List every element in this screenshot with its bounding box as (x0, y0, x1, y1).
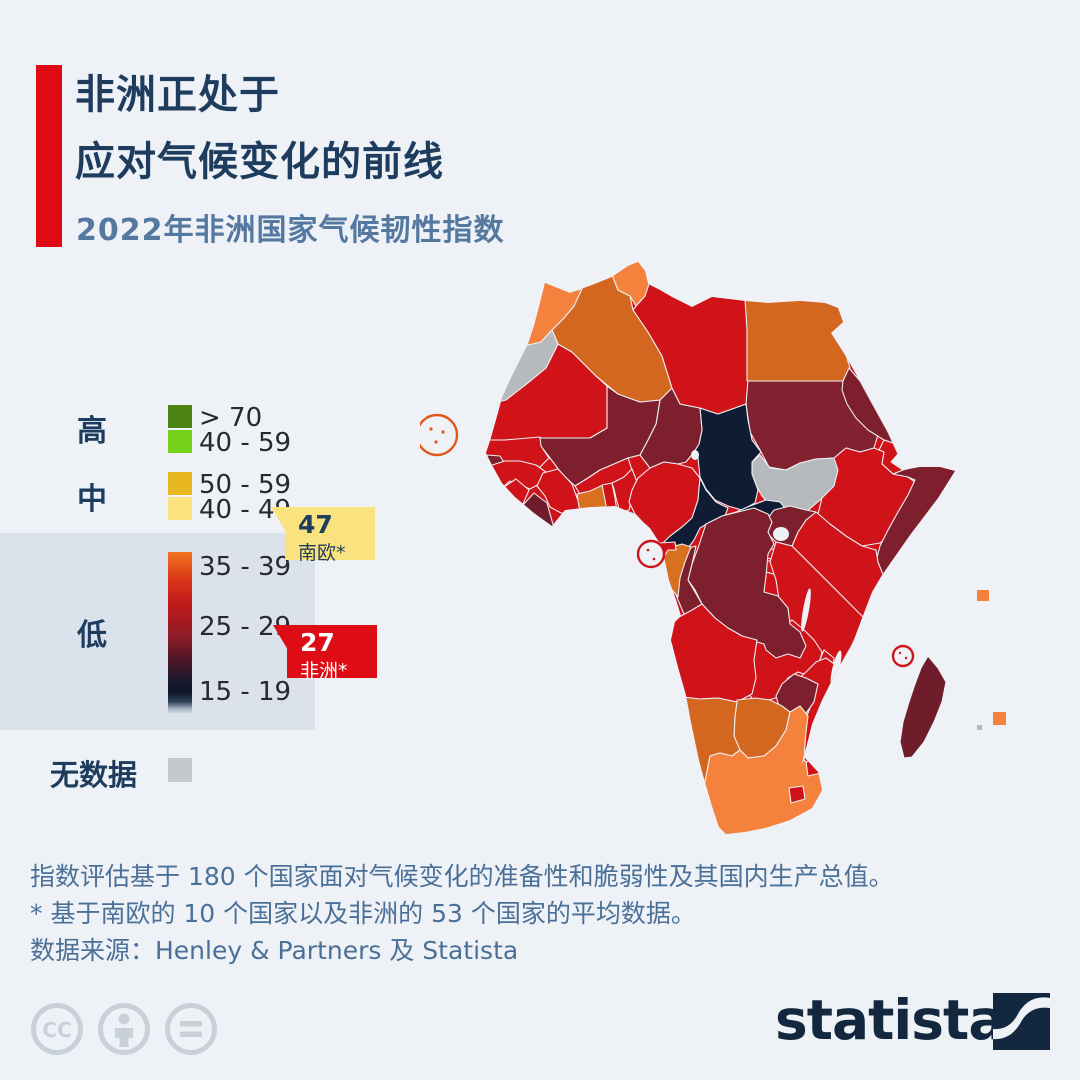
island-ring-cape-verde (420, 413, 459, 457)
legend-range-50-59: 50 - 59 (199, 470, 292, 500)
lake-malawi (830, 650, 842, 686)
statista-logo-icon (993, 993, 1050, 1050)
legend-gradient-bar (168, 552, 192, 715)
callout-africa-value: 27 (300, 628, 335, 657)
callout-south-europe-value: 47 (298, 510, 333, 539)
africa-choropleth-map (420, 262, 1006, 834)
page-title: 非洲正处于 应对气候变化的前线 (75, 62, 444, 196)
callout-africa: 27 非洲* (287, 625, 377, 682)
title-line-2: 应对气候变化的前线 (75, 139, 444, 185)
legend-category-mid: 中 (77, 482, 107, 517)
legend-swatch-pale-yellow (168, 497, 192, 520)
title-accent-bar (36, 65, 62, 247)
footer-source: 数据来源：Henley & Partners 及 Statista (30, 936, 519, 965)
legend-swatch-green-light (168, 430, 192, 453)
callout-south-europe-label: 南欧* (298, 542, 346, 564)
cc-attribution-person-icon (98, 1003, 150, 1055)
legend-range-gt70: > 70 (199, 403, 263, 433)
lake-tanganyika (801, 588, 811, 632)
callout-south-europe: 47 南欧* (285, 507, 375, 564)
legend-no-data-label: 无数据 (50, 758, 138, 792)
footer-note-1: 指数评估基于 180 个国家面对气候变化的准备性和脆弱性及其国内生产总值。 (30, 862, 894, 891)
legend-category-high: 高 (77, 414, 107, 449)
island-dot-reunion (977, 725, 982, 730)
island-square-mauritius (993, 712, 1006, 725)
island-square-seychelles (977, 590, 989, 601)
legend-swatch-green-dark (168, 405, 192, 428)
page-subtitle: 2022年非洲国家气候韧性指数 (76, 213, 505, 248)
island-dots (429, 427, 908, 660)
cc-icon: CC (31, 1003, 83, 1055)
lake-victoria (773, 527, 789, 541)
island-ring-sao-tome (636, 539, 666, 569)
country-lesotho (788, 785, 806, 804)
cc-no-derivatives-icon (165, 1003, 217, 1055)
country-madagascar (899, 655, 947, 759)
country-eritrea (841, 367, 894, 444)
legend-swatch-gold (168, 472, 192, 495)
country-tunisia (611, 262, 650, 307)
legend-category-low: 低 (77, 618, 107, 653)
country-eswatini (805, 758, 822, 777)
statista-wordmark: statista (775, 988, 1005, 1052)
callout-africa-label: 非洲* (300, 660, 348, 682)
legend-range-15-19: 15 - 19 (199, 677, 292, 707)
footer-note-2: * 基于南欧的 10 个国家以及非洲的 53 个国家的平均数据。 (30, 899, 696, 928)
legend-range-35-39: 35 - 39 (199, 552, 292, 582)
footer-notes: 指数评估基于 180 个国家面对气候变化的准备性和脆弱性及其国内生产总值。 * … (30, 858, 894, 969)
legend-low-panel (0, 533, 315, 730)
lake-chad (691, 450, 699, 460)
legend-range-40-59: 40 - 59 (199, 428, 292, 458)
legend-no-data-swatch (168, 758, 192, 782)
cc-license-icons: CC (30, 1002, 218, 1056)
title-line-1: 非洲正处于 (75, 72, 280, 118)
lakes (691, 450, 842, 686)
country-egypt (744, 298, 851, 382)
country-zimbabwe (775, 673, 819, 721)
island-ring-comoros (891, 644, 915, 668)
svg-text:CC: CC (42, 1018, 71, 1042)
